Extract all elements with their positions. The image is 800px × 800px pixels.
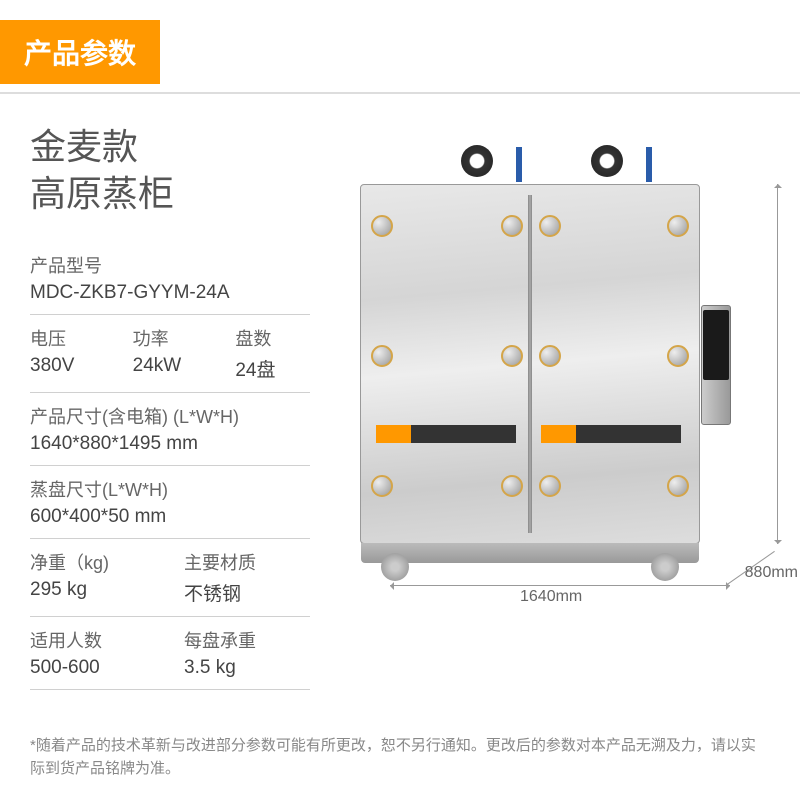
brand-strip-icon (376, 425, 516, 443)
spec-prod-dim: 产品尺寸(含电箱) (L*W*H) 1640*880*1495 mm (30, 393, 310, 466)
power-label: 功率 (133, 325, 208, 351)
door-divider (528, 195, 532, 533)
model-label: 产品型号 (30, 252, 310, 278)
header-tab: 产品参数 (0, 20, 160, 84)
product-image-column: 1640mm 1495mm 880mm (310, 124, 770, 690)
door-knob-icon (501, 345, 523, 367)
door-knob-icon (539, 345, 561, 367)
tray-dim-label: 蒸盘尺寸(L*W*H) (30, 476, 310, 502)
dimension-width-label: 1640mm (520, 588, 582, 606)
door-knob-icon (667, 475, 689, 497)
title-line2: 高原蒸柜 (30, 171, 310, 218)
door-knob-icon (501, 475, 523, 497)
spec-electrical: 电压 380V 功率 24kW 盘数 24盘 (30, 315, 310, 393)
door-knob-icon (371, 345, 393, 367)
capacity-block: 适用人数 500-600 (30, 627, 156, 679)
door-knob-icon (667, 345, 689, 367)
footnote-text: *随着产品的技术革新与改进部分参数可能有所更改，恕不另行通知。更改后的参数对本产… (30, 735, 770, 780)
spec-weight-material: 净重（kg) 295 kg 主要材质 不锈钢 (30, 539, 310, 617)
door-knob-icon (539, 215, 561, 237)
top-divider (0, 92, 800, 94)
prod-dim-label: 产品尺寸(含电箱) (L*W*H) (30, 403, 310, 429)
material-label: 主要材质 (184, 549, 310, 575)
caster-wheel-icon (381, 553, 409, 581)
voltage-value: 380V (30, 355, 105, 377)
product-illustration: 1640mm 1495mm 880mm (330, 124, 770, 594)
weight-block: 净重（kg) 295 kg (30, 549, 156, 606)
content-wrapper: 金麦款 高原蒸柜 产品型号 MDC-ZKB7-GYYM-24A 电压 380V … (0, 124, 800, 690)
tray-dim-value: 600*400*50 mm (30, 506, 310, 528)
tray-load-value: 3.5 kg (184, 657, 310, 679)
power-block: 功率 24kW (133, 325, 208, 382)
caster-wheel-icon (651, 553, 679, 581)
prod-dim-value: 1640*880*1495 mm (30, 433, 310, 455)
trays-value: 24盘 (235, 355, 310, 382)
voltage-block: 电压 380V (30, 325, 105, 382)
valve-icon (646, 147, 652, 182)
spec-model: 产品型号 MDC-ZKB7-GYYM-24A (30, 242, 310, 315)
dimension-height-line (777, 184, 778, 544)
product-title: 金麦款 高原蒸柜 (30, 124, 310, 218)
capacity-value: 500-600 (30, 657, 156, 679)
brand-strip-icon (541, 425, 681, 443)
voltage-label: 电压 (30, 325, 105, 351)
door-knob-icon (667, 215, 689, 237)
capacity-label: 适用人数 (30, 627, 156, 653)
control-panel-icon (703, 310, 729, 380)
valve-icon (516, 147, 522, 182)
weight-label: 净重（kg) (30, 549, 156, 575)
door-knob-icon (539, 475, 561, 497)
spec-capacity-load: 适用人数 500-600 每盘承重 3.5 kg (30, 617, 310, 690)
door-knob-icon (501, 215, 523, 237)
pressure-gauge-icon (591, 145, 623, 177)
trays-block: 盘数 24盘 (235, 325, 310, 382)
material-block: 主要材质 不锈钢 (184, 549, 310, 606)
dimension-width-line (390, 585, 730, 586)
cabinet-body (360, 184, 700, 544)
model-value: MDC-ZKB7-GYYM-24A (30, 282, 310, 304)
door-knob-icon (371, 475, 393, 497)
tray-load-block: 每盘承重 3.5 kg (184, 627, 310, 679)
power-value: 24kW (133, 355, 208, 377)
door-knob-icon (371, 215, 393, 237)
dimension-depth-label: 880mm (745, 564, 798, 582)
trays-label: 盘数 (235, 325, 310, 351)
pressure-gauge-icon (461, 145, 493, 177)
spec-tray-dim: 蒸盘尺寸(L*W*H) 600*400*50 mm (30, 466, 310, 539)
weight-value: 295 kg (30, 579, 156, 601)
title-line1: 金麦款 (30, 124, 310, 171)
material-value: 不锈钢 (184, 579, 310, 606)
specs-column: 金麦款 高原蒸柜 产品型号 MDC-ZKB7-GYYM-24A 电压 380V … (30, 124, 310, 690)
tray-load-label: 每盘承重 (184, 627, 310, 653)
